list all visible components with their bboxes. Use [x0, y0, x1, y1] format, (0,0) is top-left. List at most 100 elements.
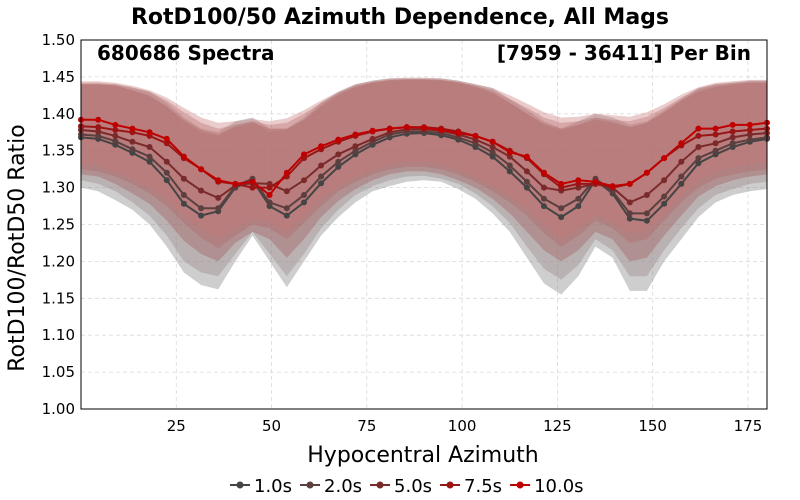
point-10.0s	[575, 177, 582, 184]
x-tick-label: 125	[543, 417, 572, 435]
point-10.0s	[729, 121, 736, 128]
point-2.0s	[661, 193, 668, 200]
point-10.0s	[523, 153, 530, 160]
point-1.0s	[489, 153, 496, 160]
point-2.0s	[283, 205, 290, 212]
point-2.0s	[523, 178, 530, 185]
point-1.0s	[523, 184, 530, 191]
y-tick-label: 1.25	[42, 216, 75, 234]
point-5.0s	[712, 140, 719, 147]
point-5.0s	[95, 128, 102, 135]
legend-label-5.0s: 5.0s	[394, 476, 432, 497]
point-2.0s	[95, 132, 102, 139]
point-1.0s	[661, 200, 668, 207]
plot-frame	[80, 39, 768, 410]
point-5.0s	[163, 158, 170, 165]
point-1.0s	[558, 214, 565, 221]
point-2.0s	[729, 140, 736, 147]
point-1.0s	[626, 215, 633, 222]
chart-title: RotD100/50 Azimuth Dependence, All Mags	[131, 5, 669, 30]
point-5.0s	[523, 168, 530, 175]
point-10.0s	[95, 116, 102, 123]
y-tick-label: 1.05	[42, 363, 75, 381]
point-5.0s	[318, 162, 325, 169]
point-1.0s	[146, 158, 153, 165]
point-5.0s	[746, 131, 753, 138]
point-1.0s	[695, 160, 702, 167]
point-2.0s	[541, 195, 547, 202]
point-10.0s	[180, 153, 187, 160]
legend-label-10.0s: 10.0s	[534, 476, 583, 497]
y-tick-label: 1.30	[42, 179, 75, 197]
point-1.0s	[335, 163, 342, 170]
point-10.0s	[301, 151, 307, 158]
x-axis-label: Hypocentral Azimuth	[307, 443, 538, 468]
legend-label-2.0s: 2.0s	[324, 476, 362, 497]
point-5.0s	[301, 177, 307, 184]
legend-marker-5.0s	[376, 481, 384, 489]
point-10.0s	[661, 155, 668, 162]
legend-marker-1.0s	[236, 481, 244, 489]
point-10.0s	[592, 178, 599, 185]
point-2.0s	[558, 205, 565, 212]
point-10.0s	[506, 149, 513, 156]
band-1.0s	[81, 78, 767, 295]
point-2.0s	[163, 169, 170, 176]
spread-bands	[81, 77, 767, 295]
point-10.0s	[695, 125, 702, 132]
legend-marker-2.0s	[306, 481, 314, 489]
point-1.0s	[643, 217, 650, 224]
point-2.0s	[626, 210, 633, 217]
point-10.0s	[129, 125, 136, 132]
point-1.0s	[180, 200, 187, 207]
point-5.0s	[198, 187, 205, 194]
point-10.0s	[489, 138, 496, 145]
point-1.0s	[318, 180, 325, 187]
grid-lines	[81, 40, 767, 409]
y-tick-label: 1.00	[42, 400, 75, 418]
point-2.0s	[215, 205, 222, 212]
point-10.0s	[609, 183, 616, 190]
legend-item-2.0s: 2.0s	[300, 476, 362, 497]
point-5.0s	[180, 175, 187, 182]
x-tick-label: 150	[638, 417, 667, 435]
point-1.0s	[163, 177, 170, 184]
point-2.0s	[712, 147, 719, 154]
point-2.0s	[335, 158, 342, 165]
point-10.0s	[746, 121, 753, 128]
point-5.0s	[335, 151, 342, 158]
point-1.0s	[198, 212, 205, 219]
point-2.0s	[506, 162, 513, 169]
point-10.0s	[146, 129, 153, 136]
band-2.0s	[81, 79, 767, 280]
legend-marker-7.5s	[446, 481, 454, 489]
legend-item-10.0s: 10.0s	[510, 476, 584, 497]
point-10.0s	[678, 140, 685, 147]
band-10.0s	[81, 77, 767, 238]
y-tick-label: 1.35	[42, 142, 75, 160]
point-5.0s	[678, 158, 685, 165]
plot-border	[80, 39, 768, 410]
point-10.0s	[163, 135, 170, 142]
x-tick-label: 175	[734, 417, 763, 435]
legend: 1.0s 2.0s 5.0s 7.5s 10.0s	[230, 476, 584, 497]
y-tick-label: 1.40	[42, 105, 75, 123]
x-tick-label: 100	[448, 417, 477, 435]
per-bin-annotation: [7959 - 36411] Per Bin	[497, 41, 751, 65]
point-10.0s	[318, 143, 325, 150]
point-2.0s	[146, 153, 153, 160]
point-10.0s	[369, 127, 376, 134]
point-2.0s	[352, 147, 359, 154]
point-10.0s	[712, 125, 719, 132]
tick-labels: 1.00 1.05 1.10 1.15 1.20 1.25 1.30 1.35 1.40 1.45…	[42, 31, 763, 435]
point-10.0s	[249, 178, 256, 185]
point-5.0s	[541, 184, 547, 191]
point-2.0s	[301, 192, 307, 198]
point-10.0s	[558, 180, 565, 187]
point-7.5s	[95, 124, 102, 131]
x-tick-label: 50	[262, 417, 281, 435]
point-7.5s	[695, 132, 702, 139]
y-tick-label: 1.20	[42, 252, 75, 270]
y-tick-label: 1.15	[42, 289, 75, 307]
